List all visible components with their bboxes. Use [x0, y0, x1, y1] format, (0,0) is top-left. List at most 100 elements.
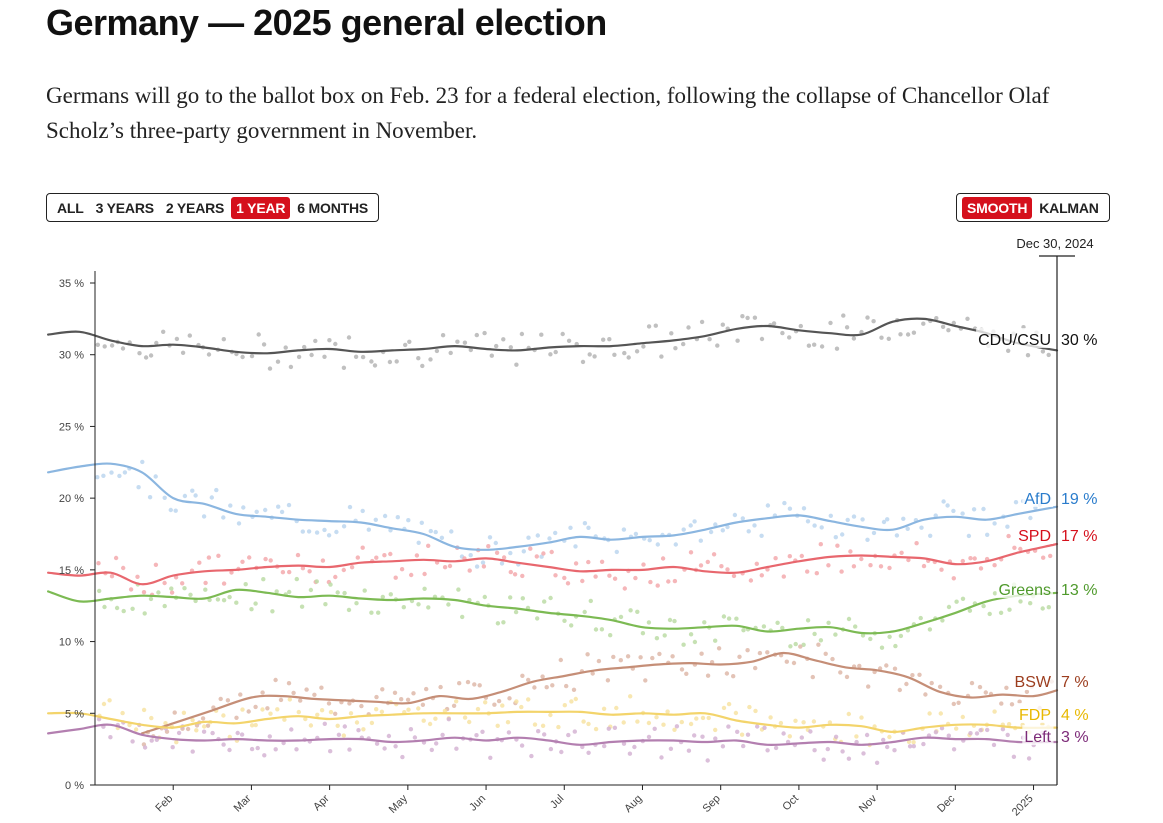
range-6-months-button[interactable]: 6 MONTHS [297, 199, 369, 216]
poll-point-afd [885, 517, 890, 522]
poll-point-cdu-csu [673, 346, 678, 351]
poll-point-afd [521, 549, 526, 554]
poll-point-fdp [887, 734, 892, 740]
poll-point-bsw [892, 666, 898, 671]
poll-point-cdu-csu [548, 352, 553, 357]
poll-point-left [755, 724, 760, 729]
trend-line-cdu-csu[interactable] [47, 317, 1059, 355]
poll-point-cdu-csu [592, 354, 597, 359]
poll-point-bsw [326, 701, 332, 706]
poll-point-bsw [857, 663, 862, 669]
poll-point-bsw [716, 646, 722, 651]
x-tick-label: Aug [622, 793, 644, 815]
poll-point-cdu-csu [812, 342, 817, 347]
poll-point-afd [582, 521, 588, 526]
poll-point-bsw [923, 692, 928, 697]
poll-point-fdp [282, 717, 287, 722]
poll-point-spd [360, 545, 365, 550]
poll-point-spd [633, 575, 638, 581]
poll-point-left [621, 741, 627, 746]
poll-point-cdu-csu [587, 352, 592, 357]
mode-smooth-button[interactable]: SMOOTH [962, 196, 1033, 219]
poll-point-cdu-csu [735, 338, 740, 343]
poll-point-greens [582, 609, 587, 615]
poll-point-spd [1006, 533, 1011, 539]
poll-point-greens [946, 604, 952, 610]
poll-point-greens [662, 633, 667, 638]
poll-point-bsw [917, 672, 922, 677]
poll-point-fdp [706, 715, 711, 721]
poll-point-fdp [646, 720, 652, 726]
poll-point-greens [960, 596, 966, 601]
poll-point-spd [688, 550, 694, 555]
poll-point-cdu-csu [607, 337, 612, 342]
poll-point-greens [1018, 599, 1023, 604]
poll-point-cdu-csu [720, 322, 725, 327]
poll-point-afd [334, 529, 339, 535]
poll-point-bsw [951, 701, 956, 707]
poll-point-cdu-csu [180, 350, 186, 355]
poll-point-left [735, 729, 740, 734]
poll-point-left [393, 744, 398, 749]
end-label-afd: AfD 19 % [1022, 487, 1097, 508]
trend-line-spd[interactable] [47, 542, 1059, 586]
poll-point-cdu-csu [934, 316, 939, 321]
poll-point-greens [467, 597, 472, 603]
range-2-years-button[interactable]: 2 YEARS [165, 199, 225, 216]
range-all-button[interactable]: ALL [57, 199, 84, 216]
poll-point-spd [287, 569, 292, 575]
poll-point-afd [573, 544, 578, 549]
poll-point-afd [322, 527, 327, 533]
trend-line-afd[interactable] [47, 462, 1059, 551]
poll-point-bsw [956, 700, 961, 705]
poll-point-spd [826, 563, 831, 568]
poll-point-fdp [519, 704, 524, 710]
x-tick-label: Jul [548, 793, 566, 811]
poll-point-cdu-csu [221, 337, 226, 342]
poll-point-cdu-csu [240, 354, 245, 360]
poll-point-bsw [558, 657, 563, 663]
range-3-years-button[interactable]: 3 YEARS [95, 199, 154, 216]
poll-point-spd [851, 564, 857, 569]
poll-point-bsw [238, 692, 243, 697]
poll-point-bsw [333, 711, 338, 716]
trend-line-fdp[interactable] [47, 710, 1059, 734]
poll-point-afd [547, 536, 552, 541]
range-1-year-button[interactable]: 1 YEAR [231, 196, 291, 219]
poll-point-left [176, 730, 182, 736]
poll-point-cdu-csu [940, 324, 946, 329]
poll-point-cdu-csu [428, 357, 433, 362]
poll-point-spd [512, 572, 518, 577]
poll-point-spd [162, 580, 167, 586]
poll-point-afd [347, 504, 353, 510]
poll-point-left [519, 743, 525, 748]
trend-line-bsw[interactable] [140, 651, 1059, 735]
poll-point-fdp [801, 720, 806, 725]
poll-point-fdp [672, 727, 677, 732]
poll-point-greens [508, 595, 513, 600]
poll-point-spd [698, 563, 704, 568]
poll-point-spd [388, 551, 393, 557]
poll-point-greens [967, 608, 973, 613]
poll-point-afd [539, 554, 544, 559]
mode-kalman-button[interactable]: KALMAN [1039, 199, 1099, 216]
poll-point-bsw [411, 691, 416, 696]
series-name-label: FDP [1019, 707, 1051, 724]
poll-point-bsw [438, 684, 443, 690]
trend-line-greens[interactable] [47, 588, 1059, 635]
trend-line-left[interactable] [47, 723, 1059, 747]
poll-point-afd [740, 516, 745, 521]
poll-point-greens [188, 592, 193, 597]
end-labels-layer: CDU/CSU 30 % AfD 19 % SPD 17 % Greens 13 % BSW 7 … [976, 328, 1097, 746]
poll-point-fdp [133, 727, 139, 732]
poll-point-greens [114, 605, 120, 611]
poll-point-afd [236, 521, 242, 526]
poll-point-fdp [315, 712, 320, 717]
poll-point-spd [599, 559, 605, 564]
poll-point-greens [121, 608, 126, 614]
poll-point-bsw [844, 674, 850, 680]
poll-point-fdp [202, 724, 207, 729]
poll-point-cdu-csu [566, 338, 572, 343]
poll-point-left [713, 736, 718, 741]
